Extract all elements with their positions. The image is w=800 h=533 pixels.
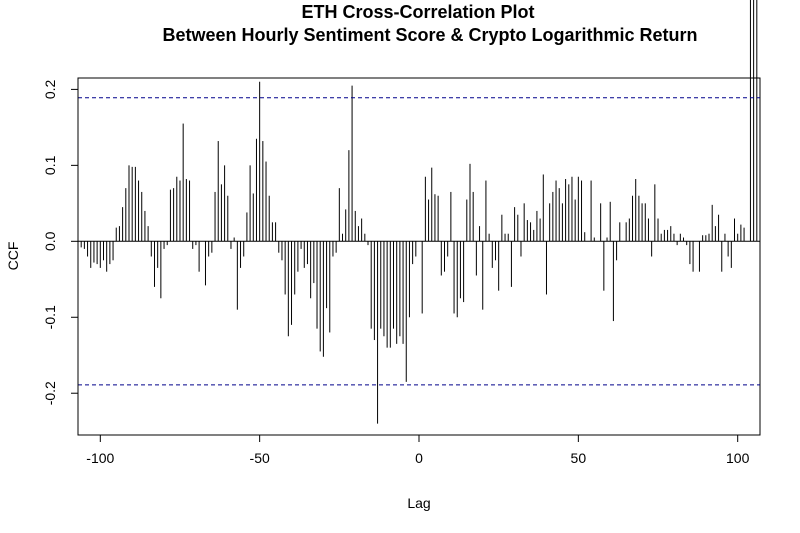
y-tick-label: 0.2	[42, 79, 58, 99]
x-tick-label: 50	[571, 450, 587, 466]
chart-title: ETH Cross-Correlation Plot	[301, 2, 534, 22]
plot-frame	[77, 77, 761, 436]
x-tick-label: 0	[415, 450, 423, 466]
x-axis-label: Lag	[407, 495, 430, 511]
y-tick-label: -0.1	[42, 305, 58, 329]
y-tick-label: -0.2	[42, 381, 58, 405]
y-tick-label: 0.0	[42, 231, 58, 251]
y-tick-label: 0.1	[42, 155, 58, 175]
chart-subtitle: Between Hourly Sentiment Score & Crypto …	[162, 25, 697, 45]
x-tick-label: 100	[726, 450, 750, 466]
y-axis: -0.2 -0.1 0.0 0.1 0.2	[42, 79, 79, 405]
x-axis: -100 -50 0 50 100	[86, 434, 750, 466]
y-axis-label: CCF	[5, 242, 21, 271]
confidence-bounds	[78, 97, 760, 386]
ccf-bars	[80, 0, 758, 424]
x-tick-label: -50	[250, 450, 270, 466]
x-tick-label: -100	[86, 450, 114, 466]
